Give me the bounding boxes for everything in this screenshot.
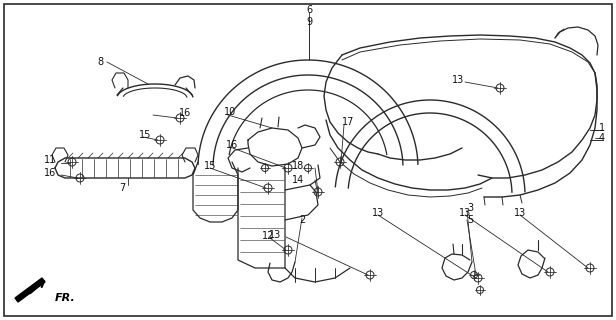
Text: 4: 4 [599,133,605,143]
Text: 17: 17 [342,117,354,127]
Text: 15: 15 [204,161,216,171]
Text: 2: 2 [299,215,305,225]
Text: 7: 7 [119,183,125,193]
Text: 13: 13 [459,208,471,218]
Text: 10: 10 [224,107,236,117]
Text: FR.: FR. [55,293,76,303]
Text: 16: 16 [226,140,238,150]
Text: 11: 11 [44,155,56,165]
Text: 9: 9 [306,17,312,27]
Text: 13: 13 [269,230,281,240]
Polygon shape [15,278,45,302]
Text: 8: 8 [97,57,103,67]
Text: 5: 5 [467,215,473,225]
Text: 12: 12 [262,231,274,241]
Text: 15: 15 [139,130,151,140]
Text: 13: 13 [372,208,384,218]
Text: 14: 14 [292,175,304,185]
Text: 1: 1 [599,123,605,133]
Text: 18: 18 [292,161,304,171]
Text: 3: 3 [467,203,473,213]
Text: 16: 16 [44,168,56,178]
Text: 13: 13 [514,208,526,218]
Text: 6: 6 [306,5,312,15]
Text: 16: 16 [179,108,191,118]
Text: 13: 13 [452,75,464,85]
